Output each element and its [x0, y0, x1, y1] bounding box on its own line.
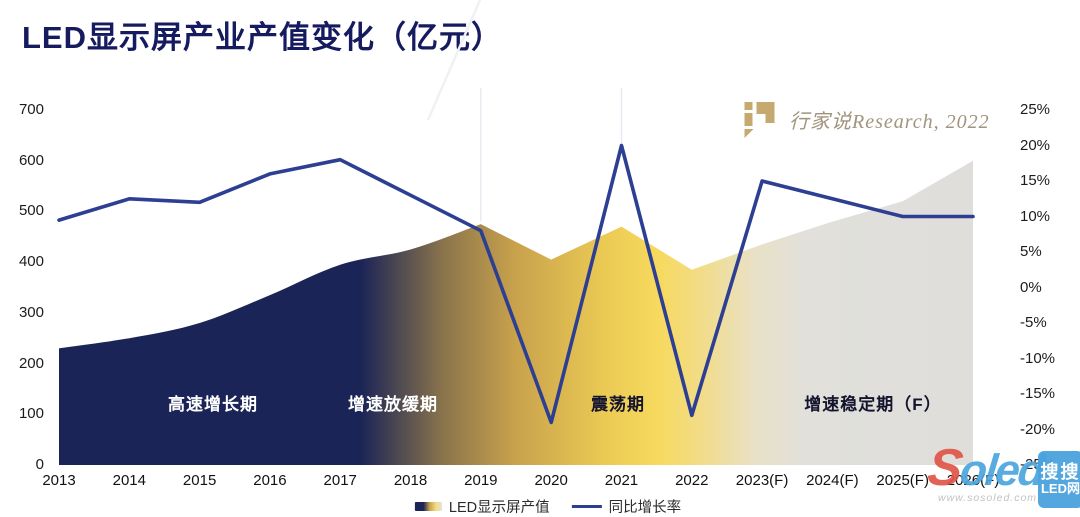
x-axis-label: 2023(F)	[735, 472, 789, 489]
phase-label: 震荡期	[591, 395, 645, 414]
left-axis-tick: 300	[18, 303, 44, 321]
x-axis-label: 2015	[182, 472, 217, 489]
x-axis-label: 2016	[253, 472, 287, 489]
legend-label: LED显示屏产值	[448, 500, 550, 516]
sosoled-logo-box: 搜搜 LED网	[1038, 451, 1080, 508]
left-axis-tick: 0	[35, 456, 44, 473]
left-axis-tick: 500	[18, 202, 44, 220]
left-axis-tick: 100	[18, 405, 44, 423]
sosoled-oled: oled	[957, 446, 1046, 495]
phase-label: 高速增长期	[168, 395, 258, 414]
x-axis-label: 2020	[534, 472, 568, 489]
phase-guide-lines	[480, 88, 623, 222]
x-axis-label: 2022	[675, 472, 709, 489]
chart-title: LED显示屏产业产值变化（亿元）	[22, 20, 503, 55]
legend-label: 同比增长率	[608, 500, 682, 516]
right-axis-tick: -20%	[1020, 420, 1056, 438]
sosoled-url: www.sosoled.com	[938, 492, 1038, 504]
sosoled-box-line2: LED网	[1040, 481, 1080, 497]
right-axis-tick: 15%	[1020, 172, 1051, 189]
legend-line-swatch	[571, 504, 602, 509]
sosoled-wordmark: Soled	[925, 438, 1046, 498]
phase-label: 增速放缓期	[348, 395, 438, 414]
sosoled-box-line1: 搜搜	[1040, 461, 1080, 482]
right-axis-tick: 10%	[1020, 207, 1051, 225]
hangjiashuo-logo-icon	[744, 102, 775, 138]
legend-area-swatch	[414, 502, 442, 511]
right-axis-tick: -10%	[1020, 349, 1056, 367]
right-axis-tick: 5%	[1020, 243, 1042, 260]
right-axis-tick: -5%	[1020, 314, 1047, 331]
left-axis-tick: 700	[18, 101, 44, 118]
x-axis-label: 2026(F)	[946, 472, 1000, 489]
left-axis-tick: 600	[18, 151, 44, 169]
brand-text: 行家说Research, 2022	[789, 110, 990, 133]
x-axis-label: 2017	[323, 472, 357, 489]
background-watermark-stroke	[426, 0, 482, 121]
x-axis-label: 2025(F)	[876, 472, 929, 489]
left-axis-tick: 200	[18, 354, 44, 372]
x-axis-label: 2024(F)	[806, 472, 859, 489]
legend-item: LED显示屏产值	[414, 496, 550, 517]
right-axis-tick: 0%	[1020, 278, 1042, 296]
area-series-led-output	[59, 160, 973, 465]
x-axis-label: 2021	[604, 472, 639, 489]
chart-legend: LED显示屏产值 同比增长率	[414, 496, 682, 517]
line-series-growth-rate	[57, 143, 975, 425]
x-axis-label: 2018	[393, 472, 428, 489]
right-axis-tick: 20%	[1020, 136, 1051, 154]
legend-item: 同比增长率	[571, 496, 682, 517]
right-axis-tick: 25%	[1020, 101, 1051, 118]
x-axis-label: 2013	[42, 472, 76, 489]
x-axis-label: 2014	[112, 472, 146, 489]
right-axis-tick: -15%	[1020, 385, 1056, 402]
left-axis-tick: 400	[18, 253, 44, 271]
x-axis-label: 2019	[464, 472, 498, 489]
phase-label: 增速稳定期（F）	[804, 395, 942, 414]
sosoled-watermark: Soled www.sosoled.com 搜搜 LED网	[925, 438, 1080, 517]
brand-watermark: 行家说Research, 2022	[744, 100, 990, 138]
